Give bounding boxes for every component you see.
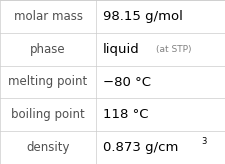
Text: 0.873 g/cm: 0.873 g/cm [102, 141, 178, 154]
Text: liquid: liquid [102, 43, 139, 56]
Text: melting point: melting point [8, 75, 87, 89]
Text: (at STP): (at STP) [155, 45, 191, 54]
Text: 3: 3 [200, 137, 206, 145]
Text: −80 °C: −80 °C [102, 75, 150, 89]
Text: density: density [26, 141, 70, 154]
Text: 98.15 g/mol: 98.15 g/mol [102, 10, 182, 23]
Text: 118 °C: 118 °C [102, 108, 148, 121]
Text: phase: phase [30, 43, 65, 56]
Text: molar mass: molar mass [14, 10, 82, 23]
Text: boiling point: boiling point [11, 108, 85, 121]
